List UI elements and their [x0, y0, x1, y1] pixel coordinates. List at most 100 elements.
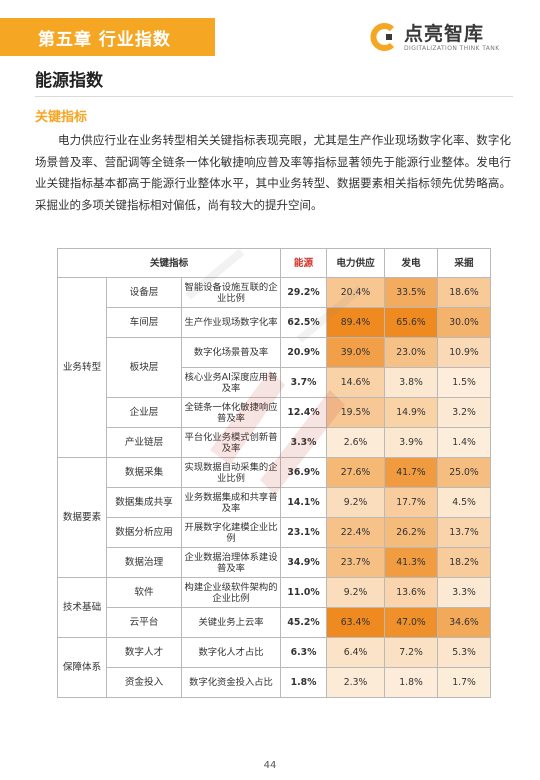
- generation-value: 23.0%: [384, 337, 439, 368]
- energy-value: 23.1%: [280, 517, 328, 548]
- metric-cell: 企业数据治理体系建设普及率: [180, 547, 282, 578]
- power-supply-value: 27.6%: [326, 457, 386, 488]
- table-row: 技术基础 软件 构建企业级软件架构的企业比例 11.0% 9.2% 13.6% …: [57, 577, 492, 638]
- layer-cell: 数据采集: [106, 457, 182, 488]
- mining-value: 34.6%: [437, 607, 492, 638]
- layer-cell: 云平台: [106, 607, 182, 638]
- layer-cell: 资金投入: [106, 667, 182, 698]
- mining-value: 10.9%: [437, 337, 492, 368]
- metric-cell: 数字化人才占比: [180, 637, 282, 668]
- energy-value: 29.2%: [280, 277, 328, 308]
- layer-cell: 企业层: [106, 397, 182, 428]
- power-supply-value: 2.3%: [326, 667, 386, 698]
- layer-cell: 数据分析应用: [106, 517, 182, 548]
- mining-value: 1.7%: [437, 667, 492, 698]
- layer-cell: 数据集成共享: [106, 487, 182, 518]
- layer-cell: 数据治理: [106, 547, 182, 578]
- header-power-supply: 电力供应: [326, 248, 386, 278]
- generation-value: 17.7%: [384, 487, 439, 518]
- power-supply-value: 63.4%: [326, 607, 386, 638]
- table-row: 业务转型 设备层 智能设备设施互联的企业比例 29.2% 20.4% 33.5%…: [57, 277, 492, 458]
- generation-value: 41.7%: [384, 457, 439, 488]
- table-row: 数据治理 企业数据治理体系建设普及率 34.9% 23.7% 41.3% 18.…: [58, 547, 492, 578]
- energy-value: 6.3%: [280, 637, 328, 668]
- title-divider: [35, 96, 513, 97]
- generation-value: 14.9%: [384, 397, 439, 428]
- mining-value: 18.2%: [437, 547, 492, 578]
- metric-cell: 开展数字化建模企业比例: [180, 517, 282, 548]
- brand-logo: 点亮智库 DIGITALIZATION THINK TANK: [368, 16, 528, 58]
- metric-cell: 智能设备设施互联的企业比例: [180, 277, 282, 308]
- energy-value: 12.4%: [280, 397, 328, 428]
- energy-value: 36.9%: [280, 457, 328, 488]
- chapter-header-bar: 第五章 行业指数: [0, 18, 215, 56]
- power-supply-value: 89.4%: [326, 307, 386, 338]
- mining-value: 5.3%: [437, 637, 492, 668]
- power-supply-value: 23.7%: [326, 547, 386, 578]
- category-cell: 保障体系: [57, 637, 107, 698]
- metric-cell: 构建企业级软件架构的企业比例: [180, 577, 282, 608]
- table-row: 资金投入 数字化资金投入占比 1.8% 2.3% 1.8% 1.7%: [58, 667, 492, 698]
- generation-value: 47.0%: [384, 607, 439, 638]
- energy-value: 14.1%: [280, 487, 328, 518]
- mining-value: 25.0%: [437, 457, 492, 488]
- header-mining: 采掘: [437, 248, 492, 278]
- energy-value: 20.9%: [280, 337, 328, 368]
- key-indicator-table: 关键指标 能源 电力供应 发电 采掘 业务转型 设备层 智能设备设施互联的企业比…: [56, 248, 492, 698]
- table-row: 核心业务AI深度应用普及率 3.7% 14.6% 3.8% 1.5%: [58, 367, 492, 398]
- category-cell: 数据要素: [57, 457, 107, 578]
- energy-value: 45.2%: [280, 607, 328, 638]
- generation-value: 3.9%: [384, 427, 439, 458]
- table-row: 云平台 关键业务上云率 45.2% 63.4% 47.0% 34.6%: [58, 607, 492, 638]
- brand-name: 点亮智库: [404, 22, 485, 45]
- energy-value: 11.0%: [280, 577, 328, 608]
- generation-value: 26.2%: [384, 517, 439, 548]
- header-generation: 发电: [384, 248, 439, 278]
- energy-value: 34.9%: [280, 547, 328, 578]
- brand-tagline: DIGITALIZATION THINK TANK: [404, 44, 500, 52]
- table-row: 数据要素 数据采集 实现数据自动采集的企业比例 36.9% 27.6% 41.7…: [57, 457, 492, 578]
- mining-value: 1.4%: [437, 427, 492, 458]
- metric-cell: 数字化场景普及率: [180, 337, 282, 368]
- mining-value: 3.3%: [437, 577, 492, 608]
- power-supply-value: 20.4%: [326, 277, 386, 308]
- page-number: 44: [263, 760, 277, 771]
- generation-value: 65.6%: [384, 307, 439, 338]
- energy-value: 1.8%: [280, 667, 328, 698]
- energy-value: 3.3%: [280, 427, 328, 458]
- page-title: 能源指数: [35, 71, 103, 91]
- category-cell: 业务转型: [57, 277, 107, 458]
- mining-value: 18.6%: [437, 277, 492, 308]
- table-row: 企业层 全链条一体化敏捷响应普及率 12.4% 19.5% 14.9% 3.2%: [58, 397, 492, 428]
- power-supply-value: 14.6%: [326, 367, 386, 398]
- layer-cell: 板块层: [106, 337, 182, 398]
- layer-cell: 软件: [106, 577, 182, 608]
- mining-value: 13.7%: [437, 517, 492, 548]
- generation-value: 13.6%: [384, 577, 439, 608]
- energy-value: 3.7%: [280, 367, 328, 398]
- category-cell: 技术基础: [57, 577, 107, 638]
- power-supply-value: 9.2%: [326, 487, 386, 518]
- chapter-title: 第五章 行业指数: [38, 29, 171, 50]
- generation-value: 1.8%: [384, 667, 439, 698]
- metric-cell: 生产作业现场数字化率: [180, 307, 282, 338]
- metric-cell: 业务数据集成和共享普及率: [180, 487, 282, 518]
- power-supply-value: 22.4%: [326, 517, 386, 548]
- generation-value: 33.5%: [384, 277, 439, 308]
- power-supply-value: 9.2%: [326, 577, 386, 608]
- power-supply-value: 19.5%: [326, 397, 386, 428]
- header-key-indicator: 关键指标: [56, 248, 282, 278]
- power-supply-value: 2.6%: [326, 427, 386, 458]
- power-supply-value: 6.4%: [326, 637, 386, 668]
- section-title: 关键指标: [35, 110, 88, 125]
- layer-cell: 数字人才: [106, 637, 182, 668]
- layer-cell: 设备层: [106, 277, 182, 308]
- brand-c-icon: [368, 22, 398, 52]
- metric-cell: 关键业务上云率: [180, 607, 282, 638]
- power-supply-value: 39.0%: [326, 337, 386, 368]
- metric-cell: 数字化资金投入占比: [180, 667, 282, 698]
- body-paragraph: 电力供应行业在业务转型相关关键指标表现亮眼，尤其是生产作业现场数字化率、数字化场…: [35, 133, 511, 212]
- table-row: 数据集成共享 业务数据集成和共享普及率 14.1% 9.2% 17.7% 4.5…: [58, 487, 492, 518]
- table-row: 保障体系 数字人才 数字化人才占比 6.3% 6.4% 7.2% 5.3%: [57, 637, 492, 698]
- layer-cell: 产业链层: [106, 427, 182, 458]
